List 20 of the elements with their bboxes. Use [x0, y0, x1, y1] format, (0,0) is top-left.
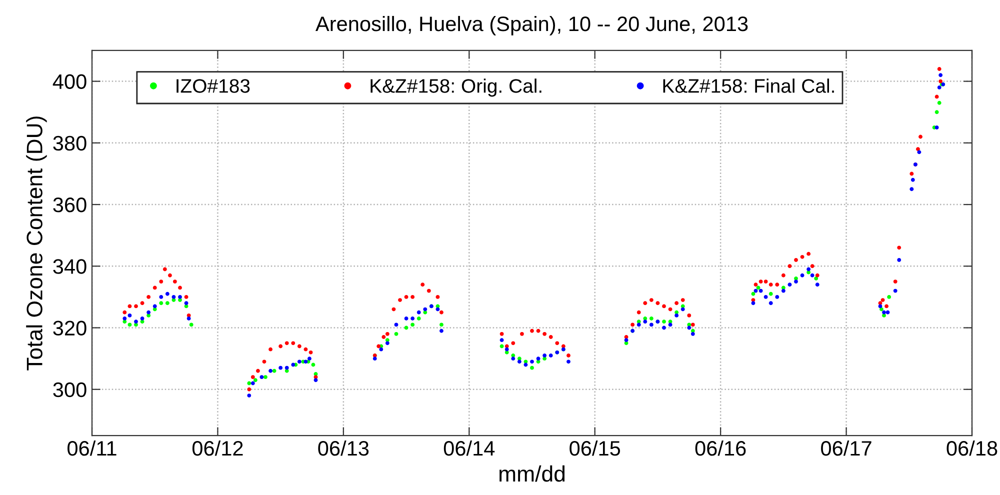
y-tick-label: 400: [52, 74, 86, 90]
y-tick-label: 380: [53, 136, 86, 151]
x-tick-label: 06/15: [570, 440, 620, 456]
y-tick-label: 300: [53, 382, 86, 398]
x-tick-label: 06/13: [318, 440, 369, 456]
legend-label: IZO#183: [176, 79, 250, 93]
y-tick-label: 340: [53, 259, 86, 274]
x-tick-label: 06/16: [695, 440, 746, 456]
x-tick-label: 06/17: [821, 440, 872, 456]
y-axis-title: Total Ozone Content (DU): [26, 116, 47, 370]
x-axis-title: mm/dd: [500, 465, 565, 482]
legend-label: K&Z#158: Orig. Cal.: [370, 78, 542, 97]
x-tick-label: 06/11: [68, 440, 116, 456]
y-tick-label: 360: [53, 198, 86, 212]
x-tick-label: 06/18: [946, 440, 998, 456]
chart-title: Arenosillo, Huelva (Spain), 10 -- 20 June, 2013: [316, 16, 748, 36]
y-tick-label: 320: [53, 320, 86, 336]
x-tick-label: 06/12: [192, 440, 243, 456]
legend-label: K&Z#158: Final Cal.: [663, 78, 834, 93]
x-tick-label: 06/14: [444, 440, 495, 456]
